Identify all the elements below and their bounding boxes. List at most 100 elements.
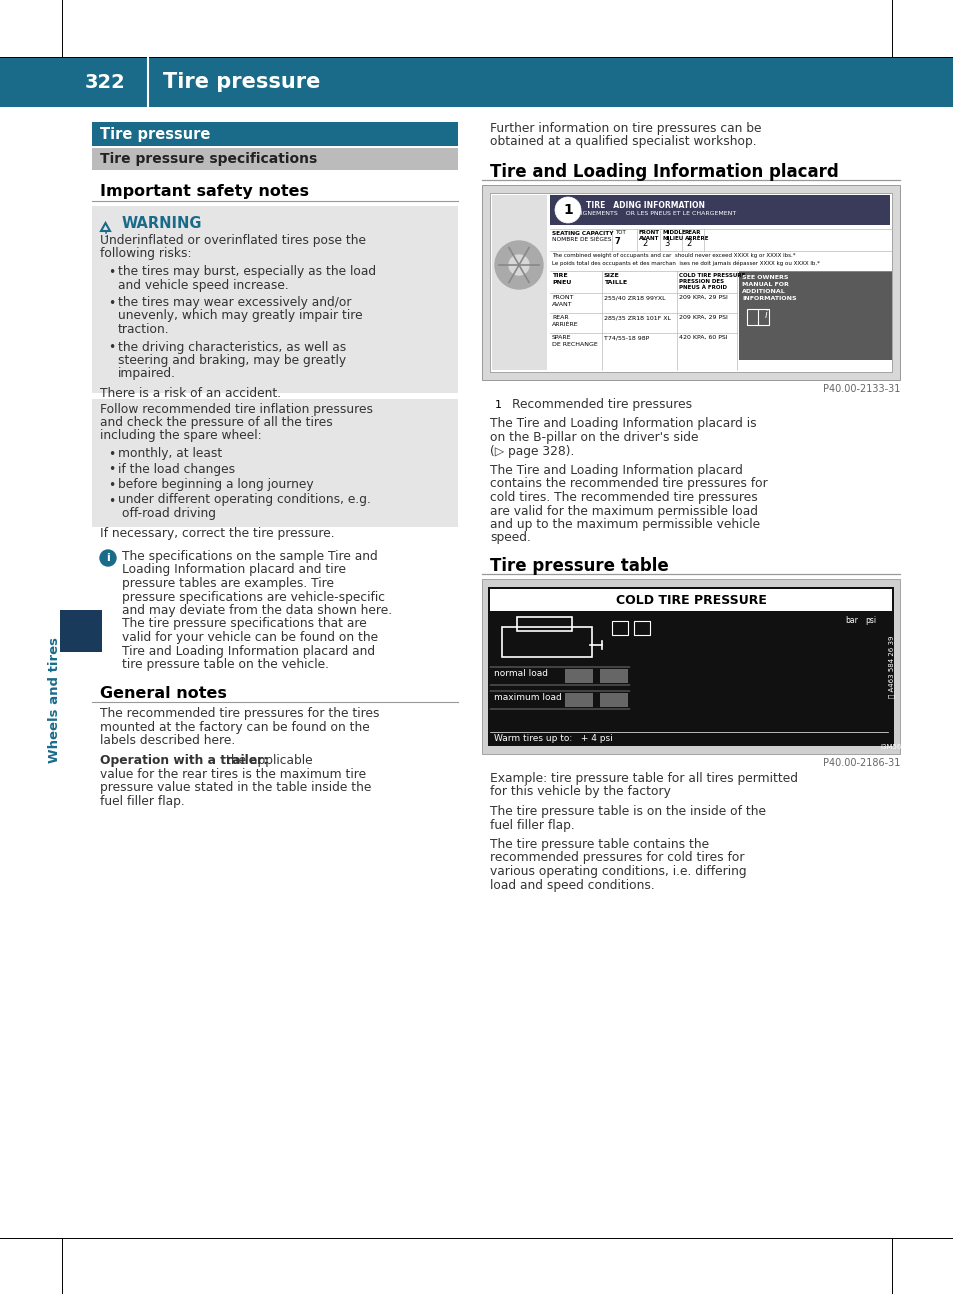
Bar (490, 193, 891, 371)
Text: The recommended tire pressures for the tires: The recommended tire pressures for the t… (100, 708, 379, 721)
Text: including the spare wheel:: including the spare wheel: (100, 430, 261, 443)
Circle shape (509, 255, 529, 276)
Text: for this vehicle by the factory: for this vehicle by the factory (490, 785, 670, 798)
Text: Tire and Loading Information placard: Tire and Loading Information placard (490, 163, 838, 181)
Text: The specifications on the sample Tire and: The specifications on the sample Tire an… (122, 550, 377, 563)
Text: 209 KPA, 29 PSI: 209 KPA, 29 PSI (679, 295, 727, 300)
Text: REAR
ARRÈRE: REAR ARRÈRE (684, 230, 709, 241)
Text: value for the rear tires is the maximum tire: value for the rear tires is the maximum … (100, 767, 366, 780)
Text: under different operating conditions, e.g.: under different operating conditions, e.… (118, 493, 371, 506)
Bar (634, 621, 649, 635)
Text: Underinflated or overinflated tires pose the: Underinflated or overinflated tires pose… (100, 234, 366, 247)
Text: There is a risk of an accident.: There is a risk of an accident. (100, 387, 281, 400)
Bar (501, 628, 592, 657)
Text: COLD TIRE PRESSURE: COLD TIRE PRESSURE (615, 594, 765, 607)
Text: and vehicle speed increase.: and vehicle speed increase. (118, 278, 289, 291)
Text: 420 KPA, 60 PSI: 420 KPA, 60 PSI (679, 335, 727, 340)
Text: NOMBRE DE SIÈGES: NOMBRE DE SIÈGES (552, 237, 611, 242)
Text: contains the recommended tire pressures for: contains the recommended tire pressures … (490, 477, 767, 490)
Text: pressure specifications are vehicle-specific: pressure specifications are vehicle-spec… (122, 590, 385, 603)
Text: 2: 2 (641, 239, 647, 248)
Text: Recommended tire pressures: Recommended tire pressures (512, 399, 691, 411)
Text: RENSEIGNEMENTS    OR LES PNEUS ET LE CHARGEMENT: RENSEIGNEMENTS OR LES PNEUS ET LE CHARGE… (559, 211, 736, 216)
Text: 209 KPA, 29 PSI: 209 KPA, 29 PSI (679, 314, 727, 320)
Text: ADDITIONAL: ADDITIONAL (741, 289, 785, 294)
Text: Tire pressure: Tire pressure (163, 72, 320, 92)
Text: TAILLE: TAILLE (603, 280, 626, 285)
Text: off-road driving: off-road driving (122, 507, 215, 520)
Text: MIDDLE
MILIEU: MIDDLE MILIEU (662, 230, 686, 241)
Text: SEATING CAPACITY: SEATING CAPACITY (552, 232, 613, 236)
Text: DE RECHANGE: DE RECHANGE (552, 342, 598, 347)
Text: SPARE: SPARE (552, 335, 571, 340)
Text: maximum load: maximum load (494, 694, 561, 703)
Text: TOT: TOT (615, 230, 625, 236)
Bar (490, 589, 891, 611)
Text: 285/35 ZR18 101F XL: 285/35 ZR18 101F XL (603, 314, 670, 320)
Text: Tire pressure table: Tire pressure table (490, 556, 668, 575)
Text: Follow recommended tire inflation pressures: Follow recommended tire inflation pressu… (100, 402, 373, 415)
Text: •: • (108, 494, 115, 507)
Text: COLD TIRE PRESSURE: COLD TIRE PRESSURE (679, 273, 744, 278)
Text: ARRIÈRE: ARRIÈRE (552, 322, 578, 327)
Text: and check the pressure of all the tires: and check the pressure of all the tires (100, 415, 333, 430)
Text: Example: tire pressure table for all tires permitted: Example: tire pressure table for all tir… (490, 773, 797, 785)
Text: fuel filler flap.: fuel filler flap. (100, 795, 185, 807)
Bar (739, 270, 891, 360)
Text: General notes: General notes (100, 686, 227, 700)
Text: WARNING: WARNING (122, 216, 202, 232)
Text: i: i (763, 311, 766, 320)
Text: various operating conditions, i.e. differing: various operating conditions, i.e. diffe… (490, 864, 746, 879)
Text: Ⓜ A463 584 26 39: Ⓜ A463 584 26 39 (888, 635, 894, 697)
Bar (564, 669, 593, 683)
Text: pressure tables are examples. Tire: pressure tables are examples. Tire (122, 577, 334, 590)
Text: 322: 322 (85, 72, 125, 92)
Text: PNEUS À FROID: PNEUS À FROID (679, 285, 726, 290)
Text: TIRE   ADING INFORMATION: TIRE ADING INFORMATION (585, 201, 704, 210)
Bar (481, 185, 899, 380)
Bar (91, 122, 457, 146)
Bar (492, 195, 546, 370)
Text: following risks:: following risks: (100, 247, 192, 260)
Text: monthly, at least: monthly, at least (118, 446, 222, 459)
Text: Tire pressure specifications: Tire pressure specifications (100, 151, 317, 166)
Bar (550, 195, 889, 225)
Text: •: • (108, 342, 115, 355)
Text: •: • (108, 267, 115, 280)
Text: fuel filler flap.: fuel filler flap. (490, 819, 574, 832)
Text: INFORMATIONS: INFORMATIONS (741, 296, 796, 302)
Bar (599, 669, 627, 683)
Text: 7: 7 (615, 237, 620, 246)
Text: •: • (108, 479, 115, 492)
Text: FRONT: FRONT (552, 295, 573, 300)
Text: before beginning a long journey: before beginning a long journey (118, 477, 314, 490)
Text: pressure value stated in the table inside the: pressure value stated in the table insid… (100, 782, 371, 795)
Text: Operation with a trailer:: Operation with a trailer: (100, 754, 268, 767)
Text: P40.00-2186-31: P40.00-2186-31 (821, 758, 899, 769)
Text: on the B-pillar on the driver's side: on the B-pillar on the driver's side (490, 431, 698, 444)
Bar (0, 57, 953, 107)
Text: the tires may burst, especially as the load: the tires may burst, especially as the l… (118, 265, 375, 278)
Text: SEE OWNERS: SEE OWNERS (741, 276, 788, 280)
Text: 1: 1 (562, 203, 572, 217)
Circle shape (100, 550, 116, 565)
Text: unevenly, which may greatly impair tire: unevenly, which may greatly impair tire (118, 309, 362, 322)
Text: •: • (108, 463, 115, 476)
Text: speed.: speed. (490, 532, 530, 545)
Text: 3: 3 (663, 239, 669, 248)
Text: Tire and Loading Information placard and: Tire and Loading Information placard and (122, 644, 375, 657)
Text: steering and braking, may be greatly: steering and braking, may be greatly (118, 355, 346, 367)
Text: load and speed conditions.: load and speed conditions. (490, 879, 654, 892)
Text: The Tire and Loading Information placard: The Tire and Loading Information placard (490, 465, 742, 477)
Text: The tire pressure specifications that are: The tire pressure specifications that ar… (122, 617, 366, 630)
Bar (91, 206, 457, 393)
Text: Further information on tire pressures can be: Further information on tire pressures ca… (490, 122, 760, 135)
Text: obtained at a qualified specialist workshop.: obtained at a qualified specialist works… (490, 136, 756, 149)
Text: and up to the maximum permissible vehicle: and up to the maximum permissible vehicl… (490, 518, 760, 531)
Text: REAR: REAR (552, 314, 568, 320)
Text: 2: 2 (685, 239, 691, 248)
Bar (488, 587, 893, 747)
Bar (91, 148, 457, 170)
Text: bar: bar (844, 616, 857, 625)
Text: valid for your vehicle can be found on the: valid for your vehicle can be found on t… (122, 631, 377, 644)
